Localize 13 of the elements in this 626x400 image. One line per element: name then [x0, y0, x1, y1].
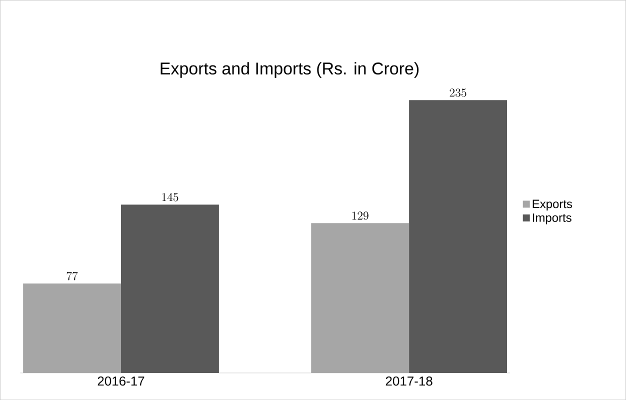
bar: [409, 100, 507, 373]
x-tick-label: 2016-17: [98, 376, 144, 386]
bar: [311, 223, 410, 373]
x-tick-label: 2017-18: [386, 376, 432, 386]
data-label: 77: [66, 272, 78, 280]
data-label: 145: [162, 192, 178, 202]
data-label: 129: [352, 212, 368, 220]
bar: [23, 283, 122, 373]
chart-title: Exports and Imports (Rs. in Crore): [160, 62, 419, 78]
data-label: 235: [450, 88, 466, 97]
legend-label: Exports: [532, 200, 572, 210]
bar: [121, 204, 219, 373]
legend-label: Imports: [532, 213, 572, 224]
